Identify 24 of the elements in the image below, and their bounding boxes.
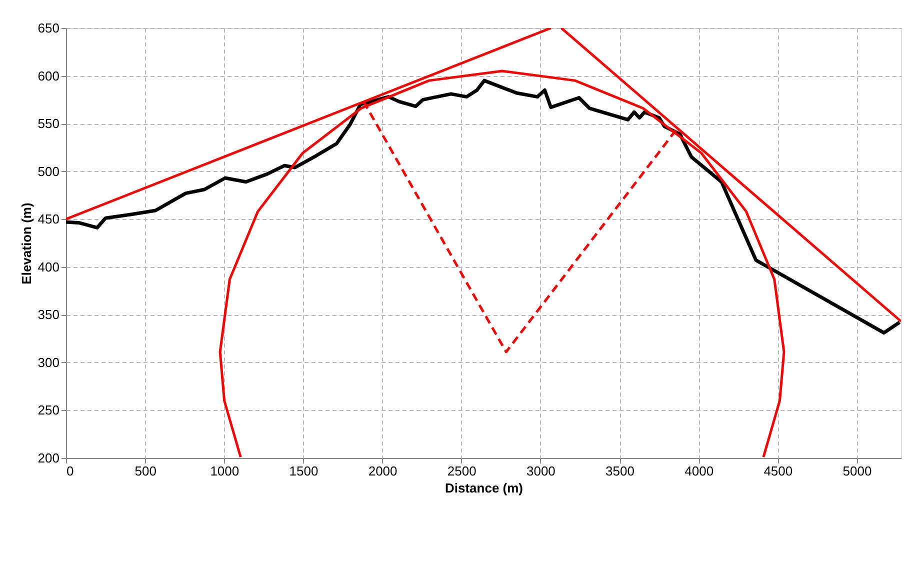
y-tick-label: 550 bbox=[38, 116, 60, 132]
x-tick-label: 4000 bbox=[684, 464, 714, 478]
x-tick-label: 1000 bbox=[210, 464, 240, 478]
y-tick-label: 200 bbox=[38, 450, 60, 466]
y-tick-label: 300 bbox=[38, 354, 60, 370]
x-tick-label: 2500 bbox=[447, 464, 476, 478]
y-tick-label: 350 bbox=[38, 307, 60, 322]
y-tick-label: 500 bbox=[38, 164, 60, 179]
y-tick-label: 600 bbox=[38, 68, 60, 84]
x-tick-label: 5000 bbox=[842, 464, 872, 478]
x-tick-label: 3000 bbox=[526, 464, 556, 478]
x-tick-label: 500 bbox=[134, 464, 156, 478]
y-axis-title: Elevation (m) bbox=[18, 202, 34, 284]
y-tick-label: 250 bbox=[38, 402, 60, 418]
x-axis-title: Distance (m) bbox=[444, 480, 524, 496]
y-tick-label: 650 bbox=[38, 20, 60, 36]
x-tick-label: 2000 bbox=[368, 464, 398, 478]
x-tick-label: 3500 bbox=[606, 464, 634, 478]
x-tick-label: 0 bbox=[66, 464, 74, 478]
line-series bbox=[66, 78, 901, 335]
y-tick-label: 450 bbox=[38, 212, 60, 227]
x-tick-label: 4500 bbox=[764, 464, 793, 478]
x-tick-label: 1500 bbox=[289, 464, 318, 478]
y-tick-label: 400 bbox=[38, 259, 60, 274]
